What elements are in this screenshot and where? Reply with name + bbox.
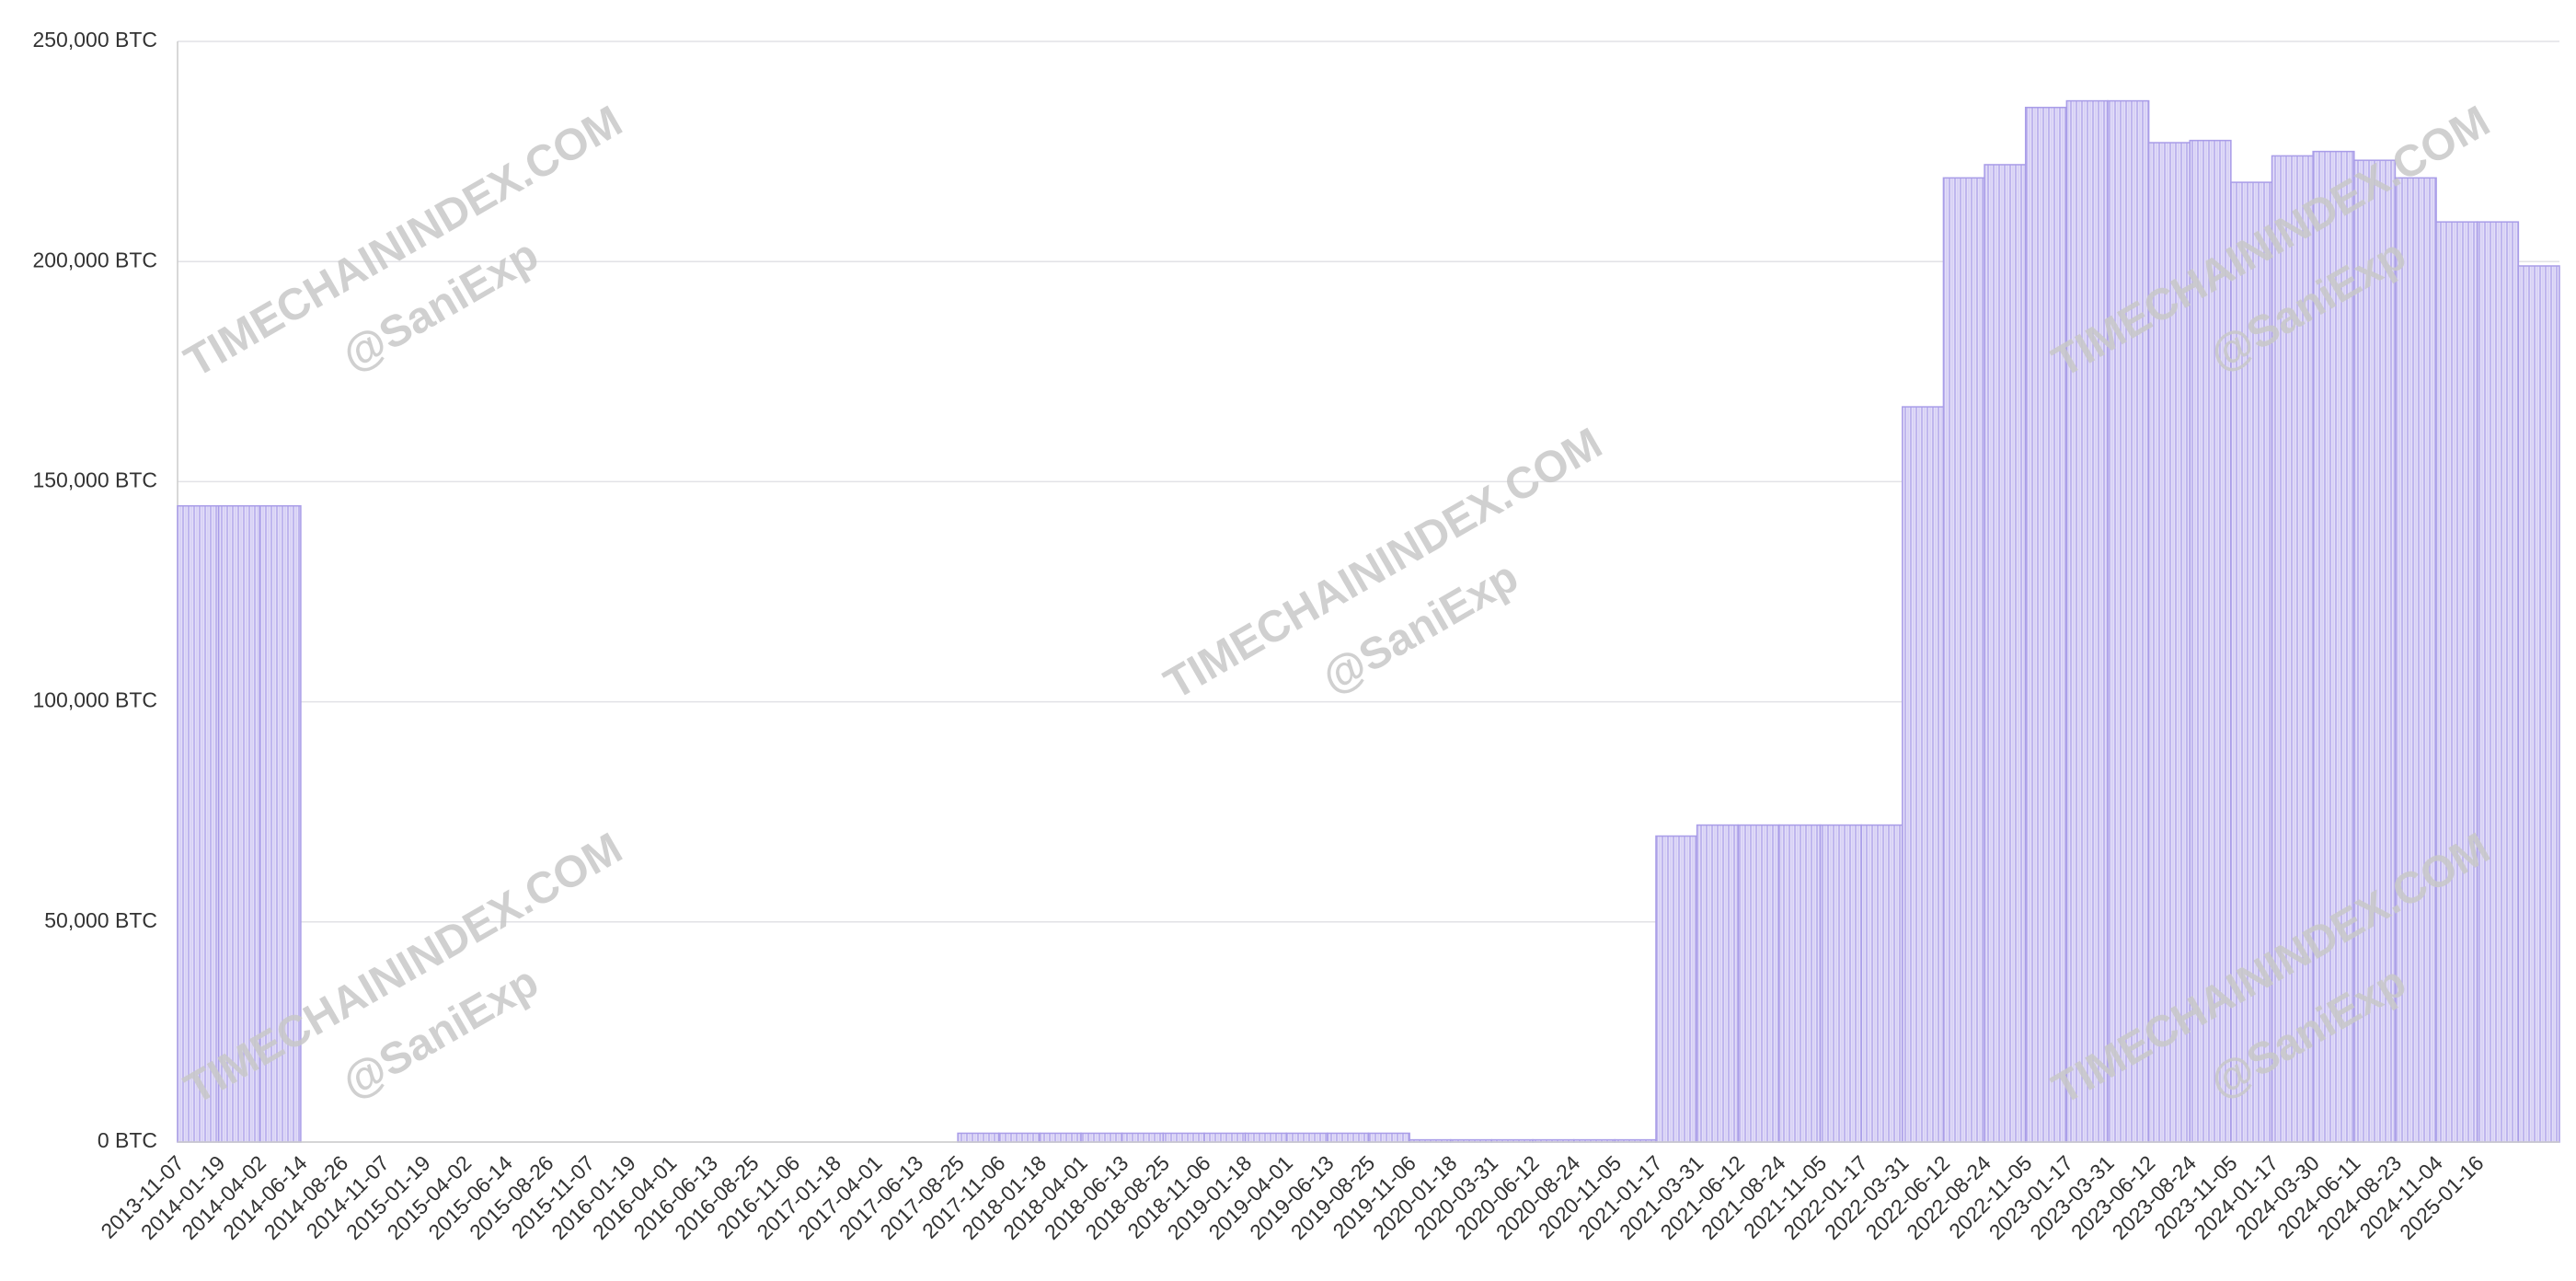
y-tick-label: 200,000 BTC: [32, 248, 157, 271]
y-tick-label: 50,000 BTC: [44, 908, 157, 932]
bar: [1203, 1132, 1247, 1143]
bar: [1655, 835, 1698, 1143]
bar: [1244, 1132, 1287, 1143]
bar: [2189, 139, 2232, 1143]
bar: [1327, 1132, 1370, 1143]
watermark: TIMECHAININDEX.COM@SaniExp: [1156, 419, 1610, 709]
bar: [1737, 824, 1780, 1143]
bar: [2230, 181, 2273, 1143]
bar: [1039, 1132, 1082, 1143]
bar: [1902, 406, 1945, 1143]
bar: [2065, 99, 2109, 1143]
bar: [1819, 824, 1862, 1143]
bar: [2147, 142, 2191, 1143]
bar: [2435, 221, 2478, 1143]
watermark: TIMECHAININDEX.COM@SaniExp: [177, 97, 630, 387]
bar: [1162, 1132, 1205, 1143]
bar: [1285, 1132, 1328, 1143]
bar: [2024, 107, 2068, 1143]
bar: [1121, 1132, 1165, 1143]
bar: [1860, 824, 1903, 1143]
bar: [177, 504, 220, 1143]
bar: [1942, 177, 1985, 1143]
bar: [1080, 1132, 1123, 1143]
y-tick-label: 100,000 BTC: [32, 688, 157, 712]
bar: [998, 1132, 1041, 1143]
bar: [2353, 159, 2397, 1143]
bar: [2394, 177, 2437, 1143]
bar: [1778, 824, 1822, 1143]
y-tick-label: 0 BTC: [98, 1128, 157, 1152]
bar: [1696, 824, 1739, 1143]
bar: [2476, 221, 2520, 1143]
bar: [957, 1132, 1000, 1143]
bar: [1367, 1132, 1410, 1143]
bar: [1984, 164, 2027, 1143]
bar: [2107, 99, 2150, 1143]
bar: [2517, 265, 2560, 1143]
y-tick-label: 250,000 BTC: [32, 28, 157, 52]
y-tick-label: 150,000 BTC: [32, 467, 157, 491]
